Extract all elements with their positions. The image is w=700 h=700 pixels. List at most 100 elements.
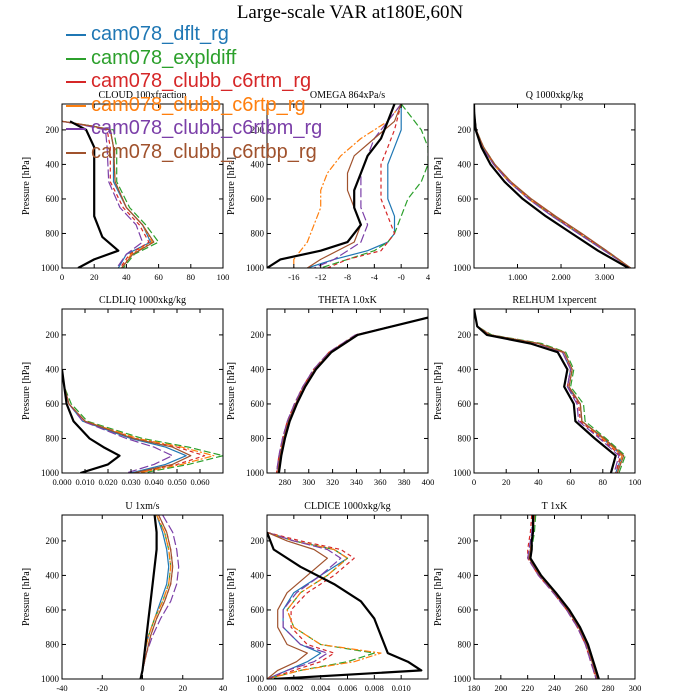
x-tick-label: 0.050	[167, 477, 186, 487]
legend-label: cam078_clubb_c6rtbm_rg	[91, 117, 323, 139]
series-group	[139, 515, 180, 679]
series-group	[527, 515, 600, 679]
plot-frame	[61, 308, 224, 474]
series-line	[277, 316, 428, 473]
series-line	[474, 309, 623, 473]
y-tick-label: 400	[46, 159, 60, 169]
x-tick-label: 20	[179, 683, 188, 693]
series-line	[139, 515, 180, 679]
legend-swatch	[66, 34, 86, 36]
series-line	[327, 104, 402, 268]
x-tick-label: -16	[288, 272, 299, 282]
x-tick-label: -0	[398, 272, 405, 282]
series-line	[528, 515, 598, 679]
x-tick-label: 2.000	[551, 272, 570, 282]
legend-swatch	[66, 81, 86, 83]
y-tick-label: 600	[251, 605, 265, 615]
series-line	[267, 104, 396, 268]
y-tick-label: 1000	[41, 674, 60, 684]
x-tick-label: -40	[56, 683, 67, 693]
series-line	[62, 369, 223, 473]
x-tick-label: 100	[629, 477, 642, 487]
series-line	[275, 317, 428, 473]
series-group	[474, 104, 631, 268]
legend-swatch	[66, 104, 86, 107]
x-tick-label: 0.010	[392, 683, 411, 693]
legend-swatch	[66, 151, 86, 154]
x-tick-label: 3.000	[595, 272, 614, 282]
plot-frame	[473, 103, 636, 269]
x-tick-label: 0.020	[98, 477, 117, 487]
y-tick-label: 400	[251, 364, 265, 374]
series-line	[62, 120, 155, 268]
series-line	[267, 531, 423, 679]
y-axis-label: Pressure [hPa]	[226, 568, 237, 626]
x-tick-label: 0.008	[365, 683, 384, 693]
y-tick-label: 800	[458, 228, 472, 238]
series-line	[528, 515, 598, 679]
y-tick-label: 200	[458, 330, 472, 340]
series-line	[529, 515, 600, 679]
x-tick-label: 0.000	[257, 683, 276, 693]
x-tick-label: 0.000	[52, 477, 71, 487]
y-tick-label: 800	[458, 639, 472, 649]
series-line	[474, 104, 631, 268]
plot-frame	[473, 308, 636, 474]
x-tick-label: 340	[350, 477, 363, 487]
series-line	[62, 369, 121, 473]
chart-panel: 200 400 600 800 1000 280 300 320 340 360 380 400 THE…	[226, 295, 434, 487]
x-tick-label: -4	[371, 272, 379, 282]
x-tick-label: 0.006	[338, 683, 357, 693]
x-tick-label: 200	[494, 683, 507, 693]
panel-title: THETA 1.0xK	[318, 295, 377, 306]
series-line	[474, 104, 630, 268]
panel-title: U 1xm/s	[125, 501, 159, 512]
figure-title: Large-scale VAR at180E,60N	[236, 2, 464, 23]
y-axis-label: Pressure [hPa]	[433, 362, 444, 420]
series-line	[139, 515, 174, 679]
plot-frame	[266, 308, 429, 474]
y-tick-label: 400	[251, 159, 265, 169]
x-tick-label: 380	[398, 477, 411, 487]
y-tick-label: 200	[458, 125, 472, 135]
x-tick-label: 40	[534, 477, 543, 487]
y-tick-label: 800	[251, 228, 265, 238]
y-tick-label: 200	[46, 125, 60, 135]
x-tick-label: 0	[472, 477, 476, 487]
y-tick-label: 400	[251, 570, 265, 580]
x-tick-label: 60	[566, 477, 575, 487]
y-tick-label: 1000	[453, 263, 472, 273]
y-axis-label: Pressure [hPa]	[21, 568, 32, 626]
series-line	[527, 515, 597, 679]
y-tick-label: 800	[46, 228, 60, 238]
y-axis-label: Pressure [hPa]	[226, 157, 237, 215]
x-tick-label: 40	[219, 683, 228, 693]
series-line	[267, 531, 342, 679]
series-line	[474, 104, 631, 268]
y-tick-label: 600	[251, 194, 265, 204]
y-tick-label: 1000	[246, 263, 265, 273]
series-group	[62, 120, 160, 268]
x-tick-label: 4	[426, 272, 431, 282]
series-line	[474, 309, 625, 473]
x-tick-label: 0.030	[121, 477, 140, 487]
y-tick-label: 1000	[453, 674, 472, 684]
series-line	[267, 531, 382, 679]
legend-swatch	[66, 57, 86, 60]
y-tick-label: 600	[251, 399, 265, 409]
panel-title: T 1xK	[542, 501, 568, 512]
y-axis-label: Pressure [hPa]	[226, 362, 237, 420]
series-group	[267, 104, 428, 268]
x-tick-label: 280	[279, 477, 292, 487]
series-line	[62, 120, 144, 268]
panel-title: CLOUD 100xfraction	[98, 90, 186, 101]
y-tick-label: 200	[46, 536, 60, 546]
x-tick-label: 0.002	[284, 683, 303, 693]
y-tick-label: 1000	[453, 468, 472, 478]
y-axis-label: Pressure [hPa]	[21, 157, 32, 215]
x-tick-label: 280	[602, 683, 615, 693]
panel-title: RELHUM 1xpercent	[512, 295, 596, 306]
